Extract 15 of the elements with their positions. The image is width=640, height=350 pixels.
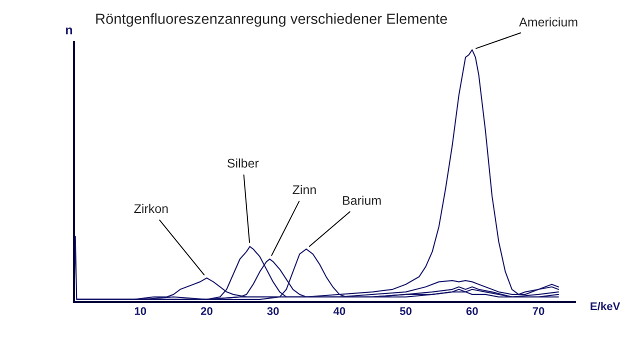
x-tick-label: 40 <box>333 307 346 316</box>
text: Zirkon <box>134 204 168 214</box>
x-tick-label: 10 <box>134 307 146 316</box>
x-tick-label: 30 <box>267 307 279 316</box>
text: Barium <box>343 196 381 205</box>
x-axis-title: E/keV <box>590 302 620 310</box>
x-tick-label: 70 <box>532 307 544 316</box>
x-tick-label: 60 <box>466 307 478 316</box>
x-tick-label: 20 <box>200 307 212 316</box>
text: Silber <box>227 158 259 168</box>
chart-title: Röntgenfluoreszenzanregung verschiedener Elemente <box>96 13 448 27</box>
text: Zinn <box>292 184 316 194</box>
y-axis-title: n <box>66 27 72 34</box>
x-tick-label: 50 <box>400 307 412 316</box>
text: Americium <box>519 17 578 26</box>
